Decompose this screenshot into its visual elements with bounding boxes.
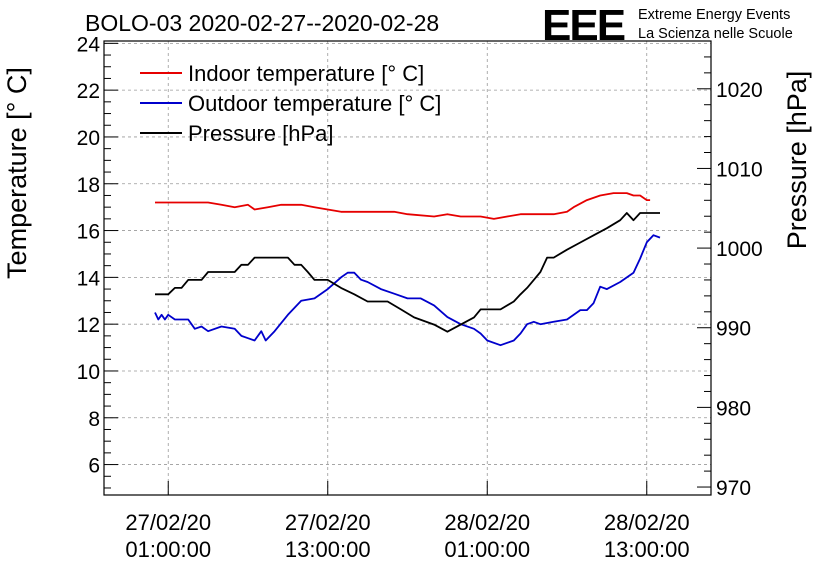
y2-tick-label: 1020 <box>716 79 763 102</box>
legend: Indoor temperature [° C] Outdoor temperat… <box>140 61 441 146</box>
series-line-2 <box>154 234 661 347</box>
eee-logo: EEE Extreme Energy Events La Scienza nel… <box>542 1 793 50</box>
x-tick-label-time: 13:00:00 <box>285 537 371 562</box>
y-tick-label: 22 <box>77 80 100 103</box>
legend-label: Indoor temperature [° C] <box>188 61 424 86</box>
right-axis: 970 980 990 1000 1010 1020 <box>697 56 763 500</box>
eee-logo-line1: Extreme Energy Events <box>638 7 790 23</box>
y2-tick-label: 990 <box>716 318 751 341</box>
y2-tick-label: 1010 <box>716 158 763 181</box>
y2-tick-label: 980 <box>716 397 751 420</box>
x-tick-label-time: 13:00:00 <box>604 537 690 562</box>
y2-tick-label: 1000 <box>716 238 763 261</box>
x-axis: 27/02/2001:00:0027/02/2013:00:0028/02/20… <box>125 481 690 562</box>
x-tick-label-date: 28/02/20 <box>444 510 530 535</box>
legend-label: Pressure [hPa] <box>188 121 334 146</box>
y-axis-label: Temperature [° C] <box>2 67 32 279</box>
x-tick-label-date: 27/02/20 <box>125 510 211 535</box>
eee-logo-mark: EEE <box>542 1 625 50</box>
legend-label: Outdoor temperature [° C] <box>188 91 441 116</box>
y2-axis-label: Pressure [hPa] <box>782 71 812 250</box>
eee-logo-line2: La Scienza nelle Scuole <box>638 26 793 42</box>
left-axis: 6 8 10 12 14 16 18 20 22 24 <box>77 33 118 489</box>
x-tick-label-time: 01:00:00 <box>125 537 211 562</box>
y-tick-label: 10 <box>77 361 100 384</box>
chart-title: BOLO-03 2020-02-27--2020-02-28 <box>85 10 439 36</box>
x-tick-label-time: 01:00:00 <box>444 537 530 562</box>
x-tick-label-date: 27/02/20 <box>285 510 371 535</box>
y-tick-label: 12 <box>77 314 100 337</box>
y-tick-label: 14 <box>77 267 101 290</box>
y-tick-label: 8 <box>88 408 100 431</box>
y-tick-label: 6 <box>88 455 100 478</box>
series-line-1 <box>155 192 651 220</box>
x-tick-label-date: 28/02/20 <box>604 510 690 535</box>
y-tick-label: 18 <box>77 174 100 197</box>
y-tick-label: 20 <box>77 127 100 150</box>
y-tick-label: 24 <box>77 33 101 56</box>
series-line-3 <box>155 212 660 333</box>
series-layer <box>154 192 661 347</box>
axes <box>103 40 712 496</box>
y2-tick-label: 970 <box>716 477 751 500</box>
y-tick-label: 16 <box>77 221 100 244</box>
plot-frame <box>103 40 712 496</box>
grid <box>104 41 711 495</box>
